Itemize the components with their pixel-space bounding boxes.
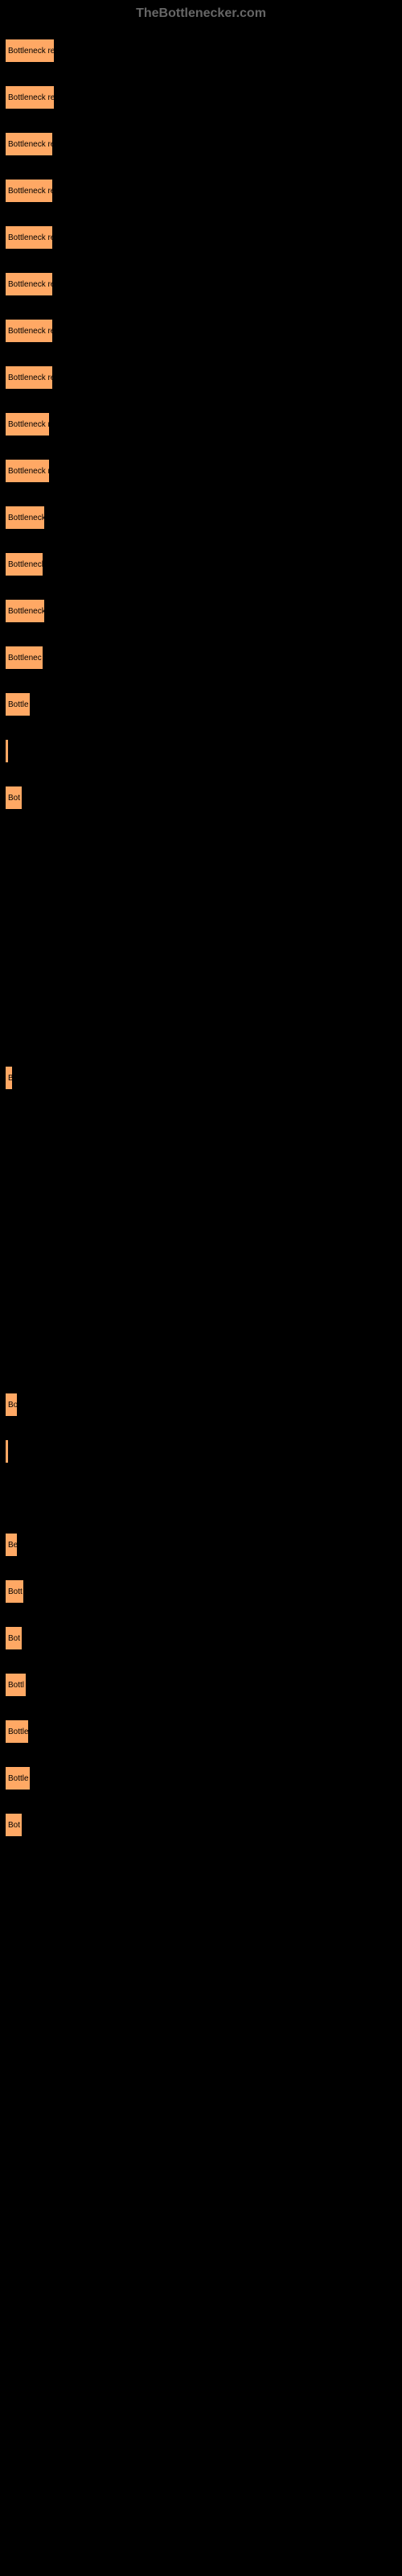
bar-label: Bott [6, 1587, 23, 1596]
bar-label: Bottleneck res [6, 47, 55, 56]
bar-label: Bottle [6, 1774, 29, 1783]
bar-row: Bottleneck re [0, 258, 402, 302]
bar-row [0, 1472, 402, 1516]
chart-bar: Bot [5, 786, 23, 810]
bar-row: Bottleneck re [0, 118, 402, 162]
chart-bar [5, 1439, 9, 1463]
chart-bar: Bottleneck res [5, 39, 55, 63]
bar-row: B [0, 1051, 402, 1096]
bar-row: Bottleneck re [0, 211, 402, 255]
bar-label: Bottleneck re [6, 233, 53, 242]
bar-label: Be [6, 1541, 18, 1550]
bar-row [0, 1238, 402, 1282]
bar-row [0, 1145, 402, 1189]
bar-label: Bottleneck re [6, 327, 53, 336]
chart-bar: Bottleneck [5, 506, 45, 530]
chart-bar: Bottleneck re [5, 319, 53, 343]
bar-label: Bottleneck re [6, 187, 53, 196]
bar-row: Bottle [0, 678, 402, 722]
bar-label: Bot [6, 794, 20, 803]
bar-label: Bottlenec [6, 654, 42, 663]
bar-label: Bottleneck [6, 514, 45, 522]
bar-row: Be [0, 1518, 402, 1563]
bar-row: Bo [0, 1378, 402, 1422]
bar-label: Bottleneck re [6, 374, 53, 382]
bar-row: Bottleneck res [0, 24, 402, 68]
chart-bar: Be [5, 1533, 18, 1557]
chart-bar: Bottleneck r [5, 459, 50, 483]
chart-bar: Bottleneck re [5, 272, 53, 296]
bar-row: Bottle [0, 1752, 402, 1796]
bar-row [0, 724, 402, 769]
bar-row [0, 1331, 402, 1376]
bar-label: B [6, 1074, 13, 1083]
chart-bar: Bott [5, 1579, 24, 1604]
bar-row: Bot [0, 1798, 402, 1843]
bar-label: Bottleneck [6, 560, 43, 569]
bar-row: Bottleneck re [0, 351, 402, 395]
bar-label: Bottleneck r [6, 467, 50, 476]
chart-bar: Bottleneck re [5, 365, 53, 390]
bar-label: Bo [6, 1401, 18, 1410]
chart-bar: Bottleneck re [5, 179, 53, 203]
chart-bar [5, 739, 9, 763]
bar-row [0, 1191, 402, 1236]
bar-label: Bottleneck res [6, 93, 55, 102]
chart-bar: Bottleneck r [5, 412, 50, 436]
chart-bar: Bo [5, 1393, 18, 1417]
bar-row: Bottl [0, 1658, 402, 1703]
bar-row [0, 1005, 402, 1049]
chart-bar: B [5, 1066, 13, 1090]
chart-bar: Bottleneck [5, 552, 43, 576]
bar-row [0, 911, 402, 956]
bar-row: Bot [0, 771, 402, 815]
bar-label: Bottleneck [6, 607, 45, 616]
bar-row: Bottleneck [0, 584, 402, 629]
bar-row: Bottleneck r [0, 444, 402, 489]
bar-label: Bottle [6, 1728, 29, 1736]
bar-row [0, 1098, 402, 1142]
chart-bar: Bottleneck re [5, 132, 53, 156]
chart-bar: Bottleneck [5, 599, 45, 623]
bar-row [0, 1285, 402, 1329]
bar-row [0, 1425, 402, 1469]
bar-row: Bott [0, 1565, 402, 1609]
bar-row [0, 958, 402, 1002]
bar-row: Bottleneck [0, 538, 402, 582]
bar-chart: Bottleneck res Bottleneck res Bottleneck r… [0, 24, 402, 1845]
watermark-text: TheBottlenecker.com [136, 6, 266, 21]
chart-bar: Bot [5, 1626, 23, 1650]
bar-row: Bottleneck r [0, 398, 402, 442]
chart-bar: Bot [5, 1813, 23, 1837]
bar-row: Bottleneck re [0, 304, 402, 349]
chart-bar: Bottleneck res [5, 85, 55, 109]
chart-bar: Bottle [5, 1719, 29, 1744]
bar-label: Bottleneck re [6, 140, 53, 149]
bar-label: Bot [6, 1634, 20, 1643]
bar-row: Bottle [0, 1705, 402, 1749]
chart-bar: Bottle [5, 1766, 31, 1790]
bar-row [0, 818, 402, 862]
bar-row: Bottleneck [0, 491, 402, 535]
bar-row: Bottleneck re [0, 164, 402, 208]
bar-row: Bottleneck res [0, 71, 402, 115]
chart-bar: Bottlenec [5, 646, 43, 670]
chart-bar: Bottle [5, 692, 31, 716]
chart-bar: Bottl [5, 1673, 27, 1697]
bar-label: Bottleneck r [6, 420, 50, 429]
bar-row: Bot [0, 1612, 402, 1656]
bar-label: Bottleneck re [6, 280, 53, 289]
chart-bar: Bottleneck re [5, 225, 53, 250]
bar-label: Bot [6, 1821, 20, 1830]
bar-row [0, 865, 402, 909]
bar-label: Bottl [6, 1681, 24, 1690]
bar-label: Bottle [6, 700, 29, 709]
bar-row: Bottlenec [0, 631, 402, 675]
